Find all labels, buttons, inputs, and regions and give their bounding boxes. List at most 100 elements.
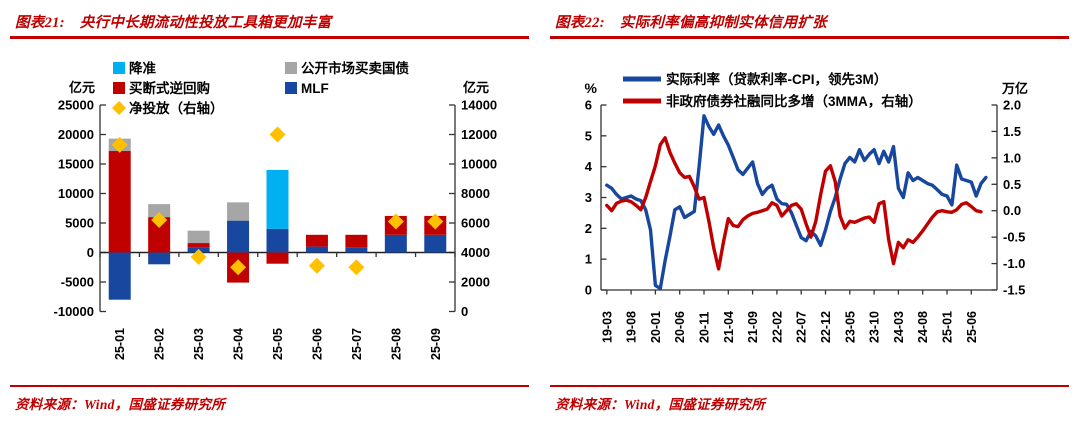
right-axis-tick-label: 8000 [461,186,490,201]
bar-chart: 2500020000150001000050000-5000-100001400… [54,60,498,360]
x-tick-label: 20-01 [649,311,663,343]
left-axis-tick-label: 6 [585,98,592,113]
right-axis-tick-label: 12000 [461,127,497,142]
right-axis-tick-label: 4000 [461,245,490,260]
right-axis-tick-label: 1.0 [1003,150,1021,165]
legend-swatch-square [113,82,125,94]
bar-segment [187,243,210,248]
left-axis-tick-label: 15000 [58,157,94,172]
left-axis-tick-label: 0 [87,245,94,260]
left-axis-tick-label: -10000 [54,304,94,319]
bar-segment [187,230,210,244]
bar-segment [384,234,407,253]
x-tick-label: 20-06 [673,311,687,343]
bar-segment [266,228,289,253]
diamond-marker [230,259,247,276]
x-tick-label: 25-01 [941,311,955,343]
x-tick-label: 25-07 [350,328,364,360]
real-rate-line [605,114,988,291]
legend-label: 公开市场买卖国债 [301,60,409,76]
x-tick-label: 24-03 [892,311,906,343]
bar-segment [227,202,250,221]
figure-21-title-rule [10,36,529,39]
figure-21-label: 图表21: [15,15,65,31]
figure-22-title: 图表22: 实际利率偏高抑制实体信用扩张 [555,11,1068,32]
bar-segment [266,252,289,264]
x-tick-label: 22-07 [795,311,809,343]
figure-21-title-text: 央行中长期流动性投放工具箱更加丰富 [79,15,332,31]
left-axis-tick-label: 5000 [65,216,94,231]
right-axis-title: 万亿 [1001,81,1028,96]
left-axis-tick-label: 5 [585,128,592,143]
right-axis-tick-label: 0.0 [1003,203,1021,218]
figure-22-label: 图表22: [555,15,605,31]
left-axis-tick-label: 25000 [58,98,94,113]
legend-label: 实际利率（贷款利率-CPI，领先3M） [666,71,887,87]
figure-21-panel: 图表21: 央行中长期流动性投放工具箱更加丰富 25000 20000 15000 1… [10,11,529,412]
left-axis-tick-label: 0 [585,283,592,298]
left-axis-tick-label: 10000 [58,186,94,201]
x-tick-label: 23-10 [868,311,882,343]
figure-21-footer-rule [10,385,529,387]
x-tick-label: 19-08 [625,311,639,343]
right-axis-tick-label: 6000 [461,216,490,231]
bar-segment [266,169,289,229]
x-tick-label: 19-03 [600,311,614,343]
left-axis-title: % [585,80,598,96]
bar-segment [108,252,131,300]
figure-22-source: 资料来源：Wind，国盛证券研究所 [555,397,766,412]
diamond-marker [387,213,404,230]
right-axis-tick-label: 2000 [461,275,490,290]
legend-label: 买断式逆回购 [129,80,210,96]
diamond-marker [348,259,365,276]
legend-label: 非政府债券社融同比多增（3MMA，右轴） [666,93,922,109]
bar-segment [345,234,368,248]
x-tick-label: 24-08 [916,311,930,343]
x-tick-label: 25-01 [113,328,127,360]
diamond-marker [427,213,444,230]
bar-segment [148,217,171,253]
x-tick-label: 21-09 [746,311,760,343]
figure-22-title-rule [550,36,1069,39]
figure-22-title-text: 实际利率偏高抑制实体信用扩张 [619,15,827,31]
right-axis-tick-label: 2.0 [1003,98,1021,113]
bar-segment [305,246,328,253]
left-axis-tick-label: 4 [585,159,593,174]
x-tick-label: 25-06 [310,328,324,360]
diamond-marker [269,126,286,143]
figure-21-source: 资料来源：Wind，国盛证券研究所 [15,397,226,412]
right-axis-tick-label: 10000 [461,157,497,172]
x-tick-label: 25-06 [965,311,979,343]
diamond-marker [308,257,325,274]
legend-swatch-square [113,62,125,74]
x-tick-label: 21-04 [722,311,736,343]
diamond-marker [111,136,128,153]
bar-segment [148,252,171,265]
left-axis-tick-label: 1 [585,252,592,267]
line-chart: 6 5 4 3 2 1 0 2.0 1.5 1.0 0.5 0.0 -0.5 -1.0 -1.5% 万亿 19-… [585,71,1028,343]
x-tick-label: 25-08 [389,328,403,360]
left-axis-tick-label: 3 [585,190,592,205]
bar-chart-svg: 2500020000150001000050000-5000-100001400… [54,60,498,360]
bar-segment [305,234,328,247]
right-axis-tick-label: 14000 [461,98,497,113]
diamond-marker [190,248,207,265]
x-tick-label: 22-12 [819,311,833,343]
bar-segment [424,234,447,253]
bar-segment [345,247,368,253]
bar-segment [227,220,250,253]
figure-21-title: 图表21: 央行中长期流动性投放工具箱更加丰富 [15,11,528,32]
x-tick-label: 25-09 [429,328,443,360]
figure-22-panel: 图表22: 实际利率偏高抑制实体信用扩张 6 5 4 3 2 1 0 2.0 1.5 1.0 0.5… [540,0,1080,422]
social-financing-line [605,136,983,271]
bar-segment [108,151,131,253]
line-legend: 实际利率（贷款利率-CPI，领先3M） 非政府债券社融同比多增（3MMA，右轴） [623,71,922,109]
x-tick-label: 23-05 [843,311,857,343]
legend-swatch-diamond [112,101,126,115]
right-axis-tick-label: -1.5 [1003,283,1025,298]
x-tick-label: 20-11 [698,312,712,343]
left-axis-tick-label: 2 [585,221,592,236]
right-axis-tick-label: 0.5 [1003,177,1021,192]
legend-label: MLF [301,81,329,96]
